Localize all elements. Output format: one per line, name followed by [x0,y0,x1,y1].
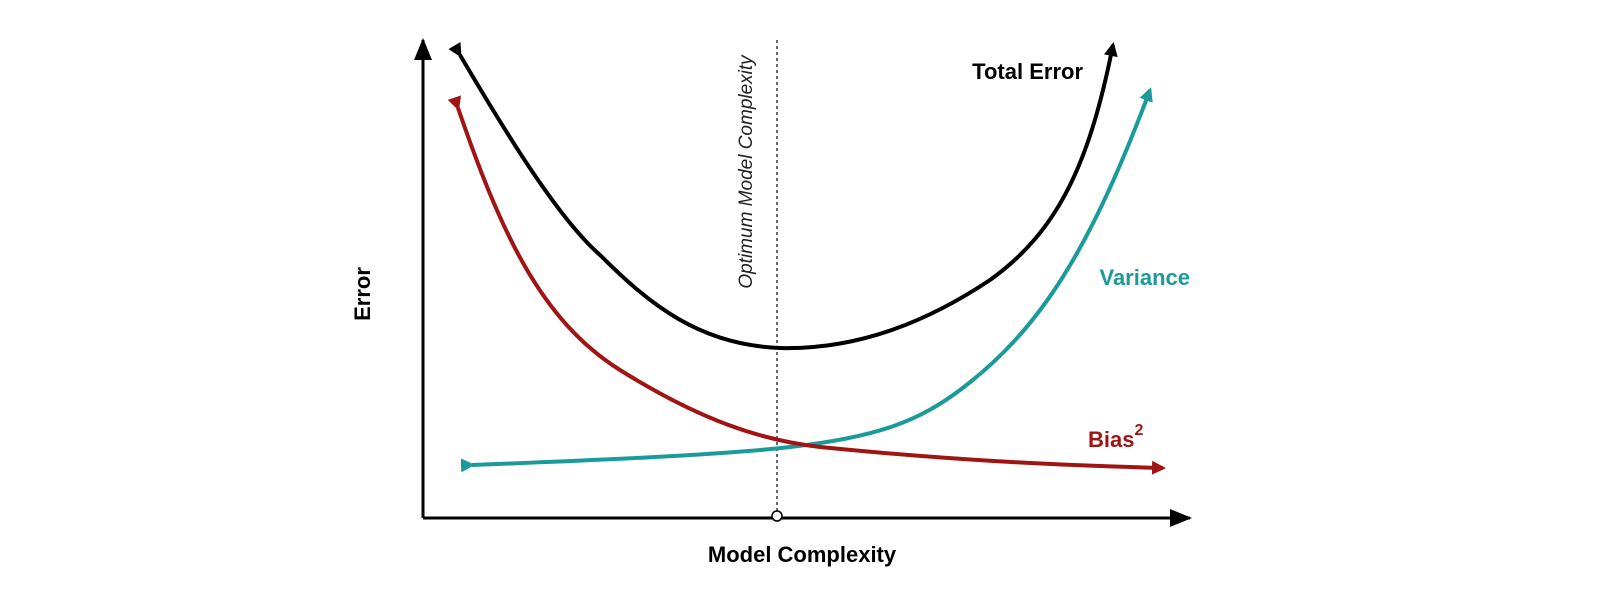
bias-curve [447,95,1166,475]
bias-label-text: Bias [1088,427,1134,452]
variance-label: Variance [1099,265,1190,290]
optimum-marker [771,510,783,522]
optimum-label: Optimum Model Complexity [736,54,757,289]
x-axis-label: Model Complexity [708,542,897,567]
bias-label: Bias2 [1088,422,1143,452]
y-axis-label: Error [350,267,375,321]
bias-label-superscript: 2 [1134,422,1143,439]
total-error-label: Total Error [972,59,1083,84]
variance-curve [460,87,1153,473]
total-error-curve [448,41,1118,351]
